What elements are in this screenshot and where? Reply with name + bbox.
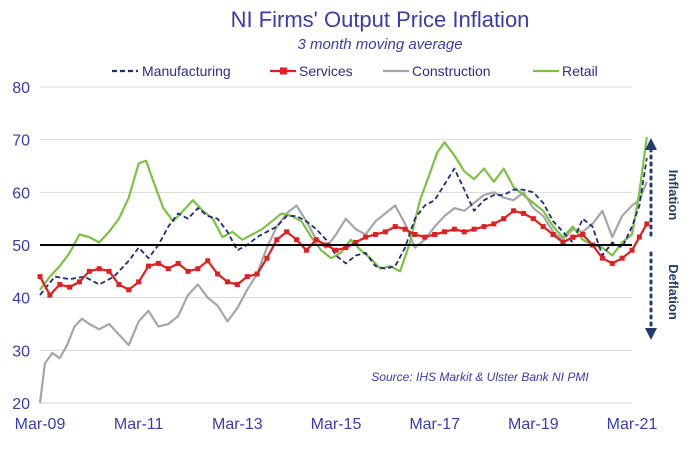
series-services-point: [451, 226, 457, 232]
series-services-point: [599, 255, 605, 261]
source-note: Source: IHS Markit & Ulster Bank NI PMI: [371, 370, 589, 384]
series-services-point: [442, 229, 448, 235]
series-services-point: [471, 226, 477, 232]
series-services-point: [234, 282, 240, 287]
series-services-point: [67, 284, 73, 290]
series-services-point: [629, 247, 635, 253]
series-services-point: [333, 247, 339, 253]
series-services-point: [530, 216, 536, 222]
series-services-point: [37, 274, 43, 280]
y-tick-label: 50: [12, 238, 30, 255]
series-services-point: [126, 287, 132, 293]
series-services-point: [481, 224, 487, 230]
series-services-point: [560, 239, 566, 245]
series-services-point: [619, 255, 625, 261]
series-services-point: [432, 231, 438, 237]
series-services-point: [636, 234, 642, 240]
series-services-point: [96, 266, 102, 272]
series-services-point: [609, 260, 615, 266]
series-services-point: [644, 221, 650, 227]
series-services-point: [422, 234, 428, 240]
y-axis: 20 30 40 50 60 70 80: [12, 80, 30, 413]
series-services-point: [57, 282, 63, 287]
deflation-arrow-head: [645, 328, 657, 340]
series-services-point: [136, 279, 142, 285]
series-services-point: [244, 274, 250, 280]
inflation-arrow-head: [645, 138, 657, 150]
x-tick-label: Mar-13: [212, 416, 263, 433]
y-tick-label: 80: [12, 80, 30, 97]
series-services-point: [76, 279, 82, 285]
x-tick-label: Mar-17: [409, 416, 460, 433]
series-services-point: [491, 221, 497, 227]
series-services-point: [165, 266, 171, 272]
x-tick-label: Mar-19: [508, 416, 559, 433]
series-services-point: [274, 237, 280, 243]
y-tick-label: 30: [12, 343, 30, 360]
series-services-point: [382, 229, 388, 235]
series-services-point: [106, 268, 112, 274]
legend-marker-services: [280, 67, 287, 75]
chart-subtitle: 3 month moving average: [297, 36, 462, 53]
legend-label-manufacturing: Manufacturing: [142, 63, 231, 79]
series-services-point: [461, 229, 467, 235]
y-tick-label: 40: [12, 291, 30, 308]
series-services-point: [254, 271, 260, 277]
x-tick-label: Mar-21: [607, 416, 658, 433]
y-tick-label: 20: [12, 396, 30, 413]
series-services-point: [570, 234, 576, 240]
x-tick-label: Mar-15: [311, 416, 362, 433]
series-services-point: [372, 231, 378, 237]
series-services-point: [580, 231, 586, 237]
series-services-point: [294, 237, 300, 243]
legend-label-construction: Construction: [412, 63, 491, 79]
series-services-point: [511, 208, 517, 214]
legend: Manufacturing Services Construction Retail: [112, 63, 598, 79]
series-services-point: [392, 224, 398, 230]
inflation-label: Inflation: [666, 170, 681, 221]
series-manufacturing-line: [39, 157, 648, 296]
series-services-point: [363, 234, 369, 240]
deflation-label: Deflation: [666, 264, 681, 320]
series-services-point: [412, 231, 418, 237]
x-tick-label: Mar-09: [15, 416, 66, 433]
series-services-point: [264, 255, 270, 261]
x-tick-label: Mar-11: [114, 416, 164, 433]
series-services-point: [284, 229, 290, 235]
series-services-point: [402, 226, 408, 232]
series-services-point: [501, 216, 507, 222]
series-services-point: [146, 263, 152, 269]
gridlines: [40, 86, 632, 404]
series-services-point: [195, 266, 201, 272]
series-services-point: [343, 245, 349, 251]
series-lines: [37, 136, 650, 404]
series-services-point: [215, 271, 221, 277]
series-services-point: [353, 239, 359, 245]
legend-label-services: Services: [299, 63, 353, 79]
series-services-point: [224, 279, 230, 285]
series-services-point: [185, 268, 191, 274]
series-services-point: [550, 231, 556, 237]
series-services-point: [116, 282, 122, 287]
series-services-point: [540, 224, 546, 230]
series-services-point: [205, 258, 211, 264]
series-services-point: [86, 268, 92, 274]
y-tick-label: 70: [12, 133, 30, 150]
y-tick-label: 60: [12, 185, 30, 202]
inflation-deflation-indicator: Inflation Deflation: [645, 138, 681, 340]
series-services-point: [175, 260, 181, 266]
series-services-point: [520, 210, 526, 216]
series-services-point: [303, 247, 309, 253]
series-services-point: [313, 237, 319, 243]
series-services-point: [155, 260, 161, 266]
chart-title: NI Firms' Output Price Inflation: [231, 7, 530, 32]
legend-label-retail: Retail: [562, 63, 598, 79]
series-construction-line: [38, 181, 648, 404]
series-retail-line: [39, 136, 648, 291]
x-axis: Mar-09 Mar-11 Mar-13 Mar-15 Mar-17 Mar-19 Mar-…: [15, 416, 658, 433]
series-services-point: [47, 292, 53, 298]
